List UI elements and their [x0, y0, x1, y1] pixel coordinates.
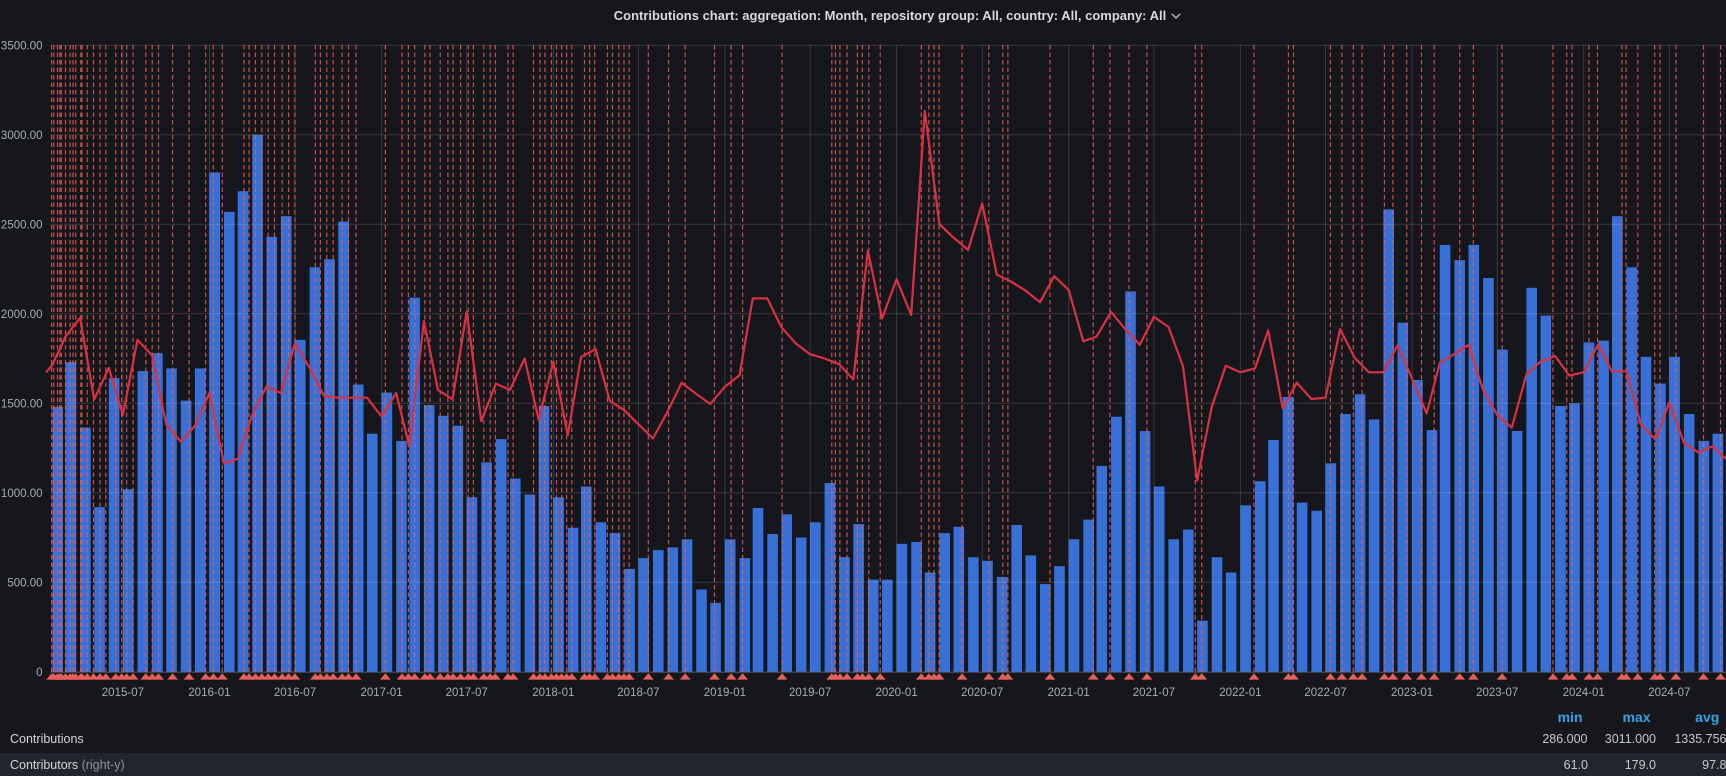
- svg-text:2024-01: 2024-01: [1563, 687, 1605, 699]
- svg-text:2017-07: 2017-07: [446, 687, 488, 699]
- svg-text:2018-07: 2018-07: [617, 687, 659, 699]
- svg-text:2016-07: 2016-07: [274, 687, 316, 699]
- svg-text:2015-07: 2015-07: [102, 687, 144, 699]
- svg-text:2021-07: 2021-07: [1133, 687, 1175, 699]
- svg-text:2021-01: 2021-01: [1048, 687, 1090, 699]
- svg-text:2020-07: 2020-07: [961, 687, 1003, 699]
- svg-text:2023-01: 2023-01: [1391, 687, 1433, 699]
- svg-text:1500.00: 1500.00: [1, 398, 43, 410]
- svg-text:1000.00: 1000.00: [1, 488, 43, 500]
- svg-text:0: 0: [36, 667, 42, 679]
- svg-text:2019-01: 2019-01: [704, 687, 746, 699]
- svg-text:3500.00: 3500.00: [1, 40, 43, 52]
- svg-text:2022-07: 2022-07: [1304, 687, 1346, 699]
- svg-text:2022-01: 2022-01: [1219, 687, 1261, 699]
- svg-text:2018-01: 2018-01: [532, 687, 574, 699]
- svg-text:2020-01: 2020-01: [875, 687, 917, 699]
- svg-text:2500.00: 2500.00: [1, 219, 43, 231]
- svg-text:2016-01: 2016-01: [188, 687, 230, 699]
- svg-text:2024-07: 2024-07: [1648, 687, 1690, 699]
- svg-text:2017-01: 2017-01: [360, 687, 402, 699]
- svg-text:500.00: 500.00: [7, 577, 42, 589]
- svg-text:3000.00: 3000.00: [1, 130, 43, 142]
- svg-text:2023-07: 2023-07: [1476, 687, 1518, 699]
- svg-text:2000.00: 2000.00: [1, 309, 43, 321]
- svg-text:2019-07: 2019-07: [789, 687, 831, 699]
